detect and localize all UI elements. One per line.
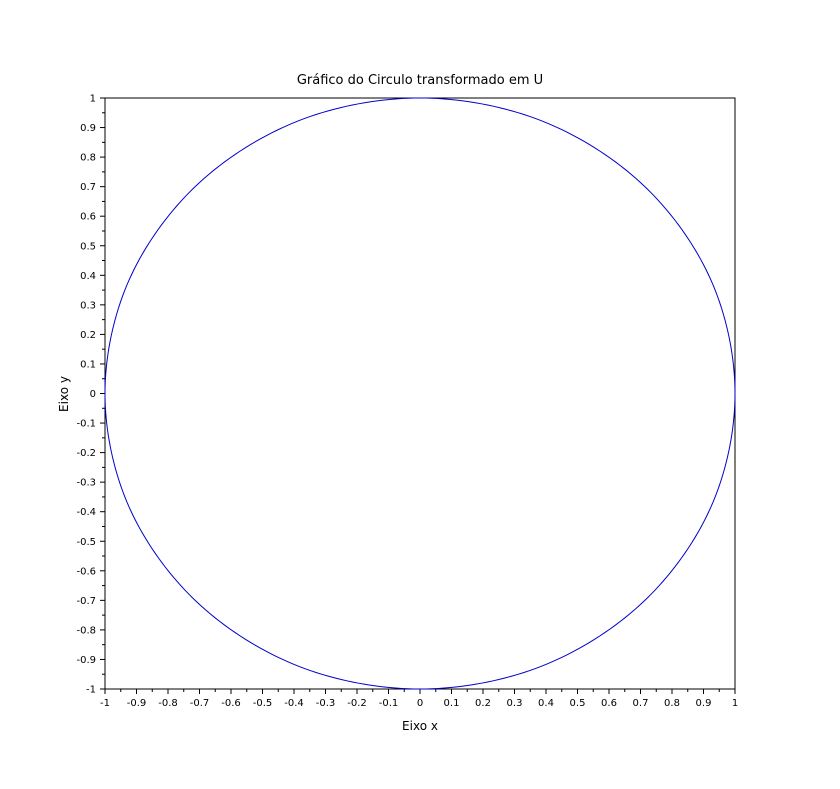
x-tick-label: 0.6 bbox=[601, 698, 617, 709]
y-tick-label: -0.9 bbox=[76, 655, 96, 666]
x-axis-ticks: -1 -0.9 -0.8 -0.7 -0.6 -0.5 -0.4 -0.3 -0.2 -0.1 0 0… bbox=[100, 689, 738, 709]
y-axis-ticks: -1 -0.9 -0.8 -0.7 -0.6 -0.5 -0.4 -0.3 -0.2 -0.1 0 0… bbox=[76, 94, 105, 696]
y-tick-label: 0.6 bbox=[80, 212, 96, 223]
x-tick-label: -0.2 bbox=[347, 698, 367, 709]
x-tick-label: 0.2 bbox=[475, 698, 491, 709]
y-tick-label: -0.1 bbox=[76, 419, 96, 430]
x-tick-label: -0.7 bbox=[190, 698, 210, 709]
x-tick-label: -0.1 bbox=[379, 698, 399, 709]
y-tick-label: 0.7 bbox=[80, 182, 96, 193]
x-tick-label: -0.6 bbox=[221, 698, 241, 709]
series-layer bbox=[104, 97, 736, 690]
y-tick-label: -0.8 bbox=[76, 625, 96, 636]
y-tick-label: -1 bbox=[86, 685, 96, 696]
y-tick-label: -0.6 bbox=[76, 566, 96, 577]
x-tick-label: 0.1 bbox=[444, 698, 460, 709]
y-tick-label: -0.2 bbox=[76, 448, 96, 459]
x-tick-label: -1 bbox=[100, 698, 110, 709]
y-tick-label: -0.4 bbox=[76, 507, 96, 518]
y-tick-label: -0.7 bbox=[76, 596, 96, 607]
y-tick-label: 0.5 bbox=[80, 241, 96, 252]
y-tick-label: 0.9 bbox=[80, 123, 96, 134]
x-tick-label: 0.3 bbox=[507, 698, 523, 709]
y-tick-label: -0.5 bbox=[76, 537, 96, 548]
chart-title: Gráfico do Circulo transformado em U bbox=[297, 73, 543, 88]
x-tick-label: -0.5 bbox=[253, 698, 273, 709]
y-tick-label: 0.2 bbox=[80, 330, 96, 341]
y-tick-label: 0.8 bbox=[80, 153, 96, 164]
y-tick-label: -0.3 bbox=[76, 478, 96, 489]
y-tick-label: 0.1 bbox=[80, 359, 96, 370]
y-tick-label: 1 bbox=[90, 94, 96, 105]
y-tick-label: 0.4 bbox=[80, 271, 96, 282]
x-tick-label: 0.7 bbox=[633, 698, 649, 709]
series-line bbox=[104, 97, 736, 690]
y-tick-label: 0.3 bbox=[80, 300, 96, 311]
x-tick-label: 0.9 bbox=[696, 698, 712, 709]
plot-frame bbox=[104, 97, 736, 690]
x-tick-label: -0.8 bbox=[158, 698, 178, 709]
y-axis-title: Eixo y bbox=[57, 376, 71, 412]
x-tick-label: 0.5 bbox=[570, 698, 586, 709]
y-tick-label: 0 bbox=[90, 389, 96, 400]
x-tick-label: 0.4 bbox=[538, 698, 554, 709]
x-axis-title: Eixo x bbox=[402, 719, 438, 733]
x-tick-label: 0 bbox=[417, 698, 423, 709]
x-tick-label: -0.9 bbox=[127, 698, 147, 709]
x-tick-label: -0.3 bbox=[316, 698, 336, 709]
x-tick-label: -0.4 bbox=[284, 698, 304, 709]
x-tick-label: 1 bbox=[732, 698, 738, 709]
x-tick-label: 0.8 bbox=[664, 698, 680, 709]
